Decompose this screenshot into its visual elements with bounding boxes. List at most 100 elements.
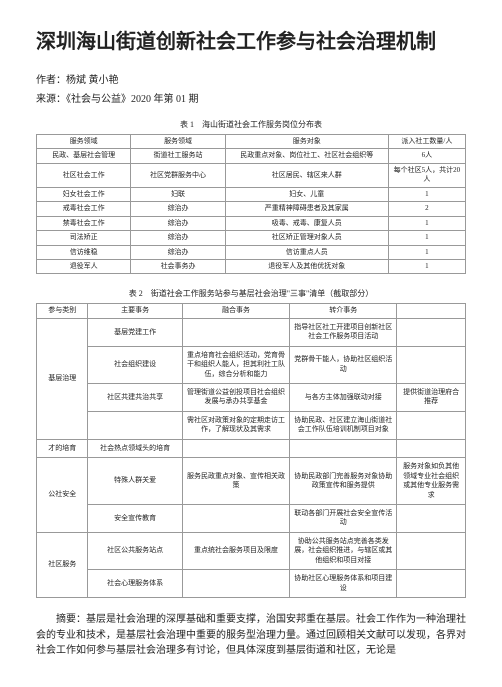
- table1-cell: 综治办: [131, 231, 225, 245]
- table2-cell: [88, 411, 182, 439]
- table1-row: 司法矫正综治办社区矫正管理对象人员1: [37, 231, 466, 245]
- table2-cell: 联动各部门开展社会安全宣传活动: [290, 504, 397, 532]
- table2-cell: 社会心理服务体系: [88, 570, 182, 598]
- table1-cell: 综治办: [131, 245, 225, 259]
- page-title: 深圳海山街道创新社会工作参与社会治理机制: [36, 28, 466, 57]
- table2-row: 公社安全特殊人群关爱服务民政重点对象、宣传相关政策协助民政部门完善服务对象协助政…: [37, 458, 466, 505]
- table1-cell: 社区社会工作: [37, 163, 131, 187]
- table2-row: 社区共建共治共享管理街道公益创投项目社会组织发展与承办共享基金与各方主体加强联动…: [37, 384, 466, 412]
- table2-row: 需社区对政策对象的定期走访工作，了解现状及其需求协助民政、社区建立海山街道社会工…: [37, 411, 466, 439]
- table1-cell: 1: [388, 231, 465, 245]
- table1-cell: 司法矫正: [37, 231, 131, 245]
- table2-cell: 指导社区社工开建项目创新社区社会工作服务项目活动: [290, 318, 397, 346]
- table2-caption: 表 2 街道社会工作服务站参与基层社会治理"三事"清单（截取部分）: [36, 288, 466, 299]
- table1-caption: 表 1 海山街道社会工作服务岗位分布表: [36, 119, 466, 130]
- table1-cell: 戒毒社会工作: [37, 202, 131, 216]
- table1-cell: 社区党群服务中心: [131, 163, 225, 187]
- table1-cell: 退役军人: [37, 259, 131, 273]
- table2: 参与类别 主要事务 融合事务 转介事务 基层治理基层党建工作 指导社区社工开建项目…: [36, 303, 466, 598]
- table2-cell: [182, 570, 289, 598]
- abstract-text: 摘要：基层是社会治理的深厚基础和重要支撑，治国安邦重在基层。社会工作作为一种治理…: [36, 612, 466, 659]
- table1-header: 派入社工数量/人: [388, 135, 465, 149]
- table2-cell: [290, 439, 397, 457]
- table2-row: 基层治理基层党建工作指导社区社工开建项目创新社区社会工作服务项目活动: [37, 318, 466, 346]
- table2-header: 转介事务: [290, 304, 397, 318]
- table2-cell: [182, 504, 289, 532]
- table1-row: 戒毒社会工作综治办严重精神障碍患者及其家属2: [37, 202, 466, 216]
- table2-cell: 协助民政、社区建立海山街道社会工作队伍培训机制项目对象: [290, 411, 397, 439]
- table2-row: 安全宣传教育 联动各部门开展社会安全宣传活动: [37, 504, 466, 532]
- table2-cell: [182, 318, 289, 346]
- table2-cell: 与各方主体加强联动对接: [290, 384, 397, 412]
- table1-cell: 6人: [388, 149, 465, 163]
- table2-cell: 社会组织建设: [88, 346, 182, 383]
- table1-cell: 1: [388, 216, 465, 230]
- table2-header: 融合事务: [182, 304, 289, 318]
- table1-cell: 信访维稳: [37, 245, 131, 259]
- table1-cell: 民政、基层社会管理: [37, 149, 131, 163]
- table2-cell: 安全宣传教育: [88, 504, 182, 532]
- table2-header: [397, 304, 466, 318]
- table1-cell: 1: [388, 259, 465, 273]
- table1-cell: 社区居民、辖区来人群: [225, 163, 388, 187]
- table1-cell: 退役军人及其他优抚对象: [225, 259, 388, 273]
- table2-group-cell: 社区服务: [37, 532, 88, 597]
- table2-cell: [182, 439, 289, 457]
- table2-header: 参与类别: [37, 304, 88, 318]
- table1-cell: 吸毒、戒毒、康复人员: [225, 216, 388, 230]
- table2-cell: 服务民政重点对象、宣传相关政策: [182, 458, 289, 505]
- table2-group-cell: 公社安全: [37, 458, 88, 533]
- source-line: 来源：《社会与公益》2020 年第 01 期: [36, 90, 466, 105]
- table1-row: 禁毒社会工作综治办吸毒、戒毒、康复人员1: [37, 216, 466, 230]
- table1-row: 社区社会工作社区党群服务中心社区居民、辖区来人群每个社区5人，共计20人: [37, 163, 466, 187]
- author-line: 作者：杨斌 黄小艳: [36, 71, 466, 86]
- table1-cell: 妇女、儿童: [225, 187, 388, 201]
- table1-cell: 严重精神障碍患者及其家属: [225, 202, 388, 216]
- table2-cell: 党群骨干能人，协助社区组织活动: [290, 346, 397, 383]
- table2-cell: 协助公共服务站点完善各类发展，社会组织推进，与辖区或其他组织和项目对接: [290, 532, 397, 569]
- table2-row: 才的培育社会热点领域头的培育: [37, 439, 466, 457]
- table2-cell: 基层党建工作: [88, 318, 182, 346]
- table1-cell: 禁毒社会工作: [37, 216, 131, 230]
- table2-row: 社会心理服务体系 协助社区心理服务体系和项目建设: [37, 570, 466, 598]
- table2-cell: [397, 570, 466, 598]
- table2-cell: [397, 411, 466, 439]
- table1-cell: 2: [388, 202, 465, 216]
- table2-group-cell: 基层治理: [37, 318, 88, 439]
- table2-row: 社区服务社区公共服务站点重点统社会服务项目及限度协助公共服务站点完善各类发展，社…: [37, 532, 466, 569]
- table2-header: 主要事务: [88, 304, 182, 318]
- table1-cell: 妇联: [131, 187, 225, 201]
- table1-row: 妇女社会工作妇联妇女、儿童1: [37, 187, 466, 201]
- table2-cell: 服务对象如负其他领域专业社会组织或其他专业服务需求: [397, 458, 466, 505]
- table1-row: 民政、基层社会管理街道社工服务站民政重点对象、岗位社工、社区社会组织等6人: [37, 149, 466, 163]
- table1-header: 服务领域: [37, 135, 131, 149]
- table2-cell: 提供街道治理府合推荐: [397, 384, 466, 412]
- table2-cell: [397, 318, 466, 346]
- table1-header: 服务领域: [131, 135, 225, 149]
- table2-cell: [397, 504, 466, 532]
- table2-cell: 社区公共服务站点: [88, 532, 182, 569]
- table2-cell: 重点培育社会组织活动，党育骨干和组织人能人，担其利社工队伍，综合分析和能力: [182, 346, 289, 383]
- table1-cell: 社会事务办: [131, 259, 225, 273]
- table2-cell: 特殊人群关爱: [88, 458, 182, 505]
- table2-cell: 重点统社会服务项目及限度: [182, 532, 289, 569]
- table1-cell: 综治办: [131, 216, 225, 230]
- table2-cell: [397, 439, 466, 457]
- table2-cell: 协助社区心理服务体系和项目建设: [290, 570, 397, 598]
- table1-cell: 妇女社会工作: [37, 187, 131, 201]
- table2-group-cell: 才的培育: [37, 439, 88, 457]
- table1-header: 服务对象: [225, 135, 388, 149]
- table1-cell: 综治办: [131, 202, 225, 216]
- table1-cell: 1: [388, 187, 465, 201]
- table2-cell: [397, 346, 466, 383]
- table2-cell: 社区共建共治共享: [88, 384, 182, 412]
- table1-row: 信访维稳综治办信访重点人员1: [37, 245, 466, 259]
- table1: 服务领域 服务领域 服务对象 派入社工数量/人 民政、基层社会管理街道社工服务站…: [36, 134, 466, 274]
- table1-cell: 社区矫正管理对象人员: [225, 231, 388, 245]
- table1-cell: 1: [388, 245, 465, 259]
- table2-cell: 社会热点领域头的培育: [88, 439, 182, 457]
- table2-cell: [397, 532, 466, 569]
- table1-cell: 每个社区5人，共计20人: [388, 163, 465, 187]
- table1-cell: 街道社工服务站: [131, 149, 225, 163]
- table2-cell: 协助民政部门完善服务对象协助政策宣传和服务提供: [290, 458, 397, 505]
